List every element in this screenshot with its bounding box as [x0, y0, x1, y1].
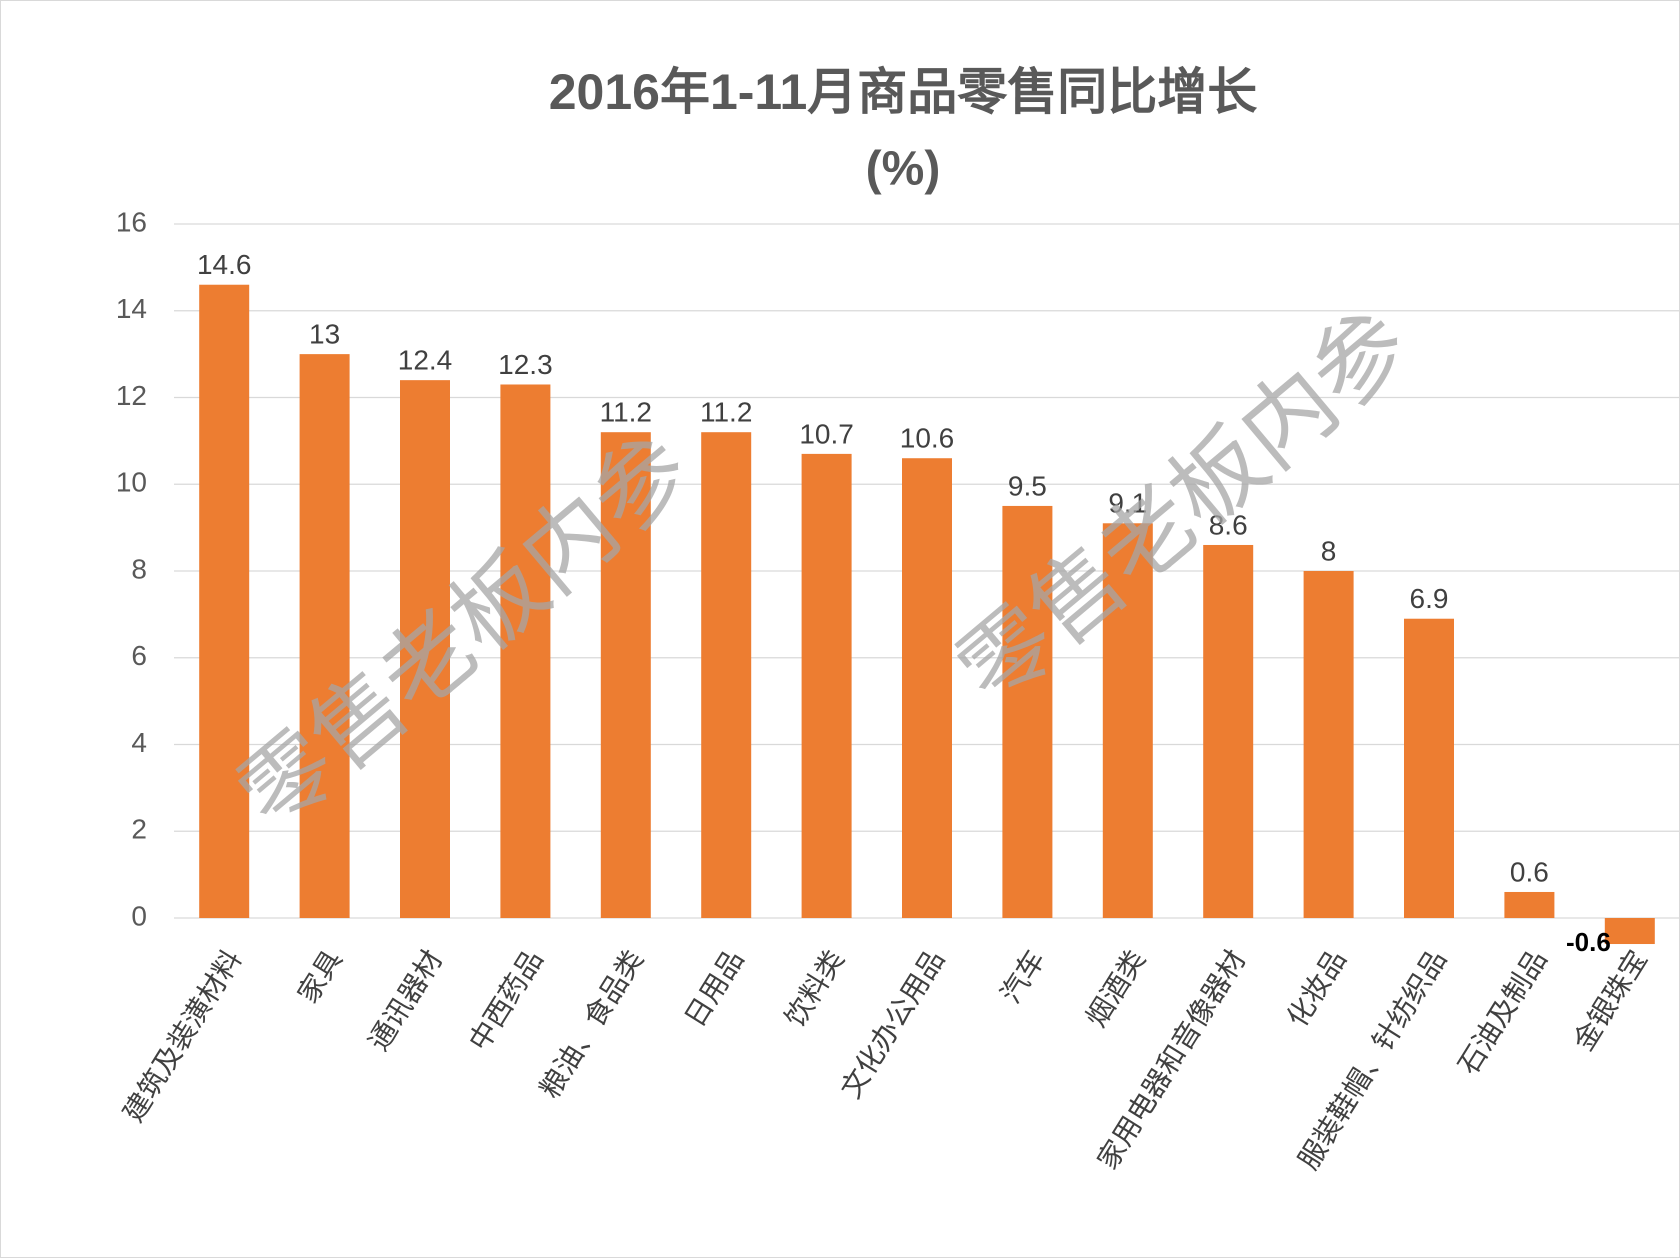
y-tick-label: 16: [116, 206, 147, 237]
data-label: 10.7: [799, 418, 854, 449]
bar: [1504, 891, 1555, 918]
data-label: 10.6: [900, 423, 955, 454]
y-tick-label: 12: [116, 380, 147, 411]
data-label: 12.4: [398, 345, 453, 376]
y-tick-label: 10: [116, 467, 147, 498]
y-tick-label: 4: [131, 727, 147, 758]
y-tick-label: 0: [131, 900, 147, 931]
bar: [1203, 544, 1254, 918]
data-label: 13: [309, 319, 340, 350]
data-label: 8: [1321, 535, 1337, 566]
y-tick-label: 2: [131, 814, 147, 845]
bar: [299, 354, 350, 918]
bar: [1404, 618, 1454, 918]
data-label: 11.2: [700, 397, 752, 428]
data-label: 6.9: [1410, 583, 1449, 614]
data-label: 8.6: [1209, 509, 1248, 540]
bar: [902, 458, 952, 918]
bar: [400, 380, 450, 918]
data-label: 0.6: [1510, 856, 1549, 887]
chart-subtitle: (%): [866, 143, 941, 196]
bar: [701, 432, 752, 918]
data-label: -0.6: [1566, 927, 1611, 957]
bar: [600, 432, 651, 918]
data-label: 9.5: [1008, 470, 1047, 501]
y-tick-label: 14: [116, 293, 147, 324]
bar: [801, 453, 852, 918]
bar: [1002, 505, 1053, 918]
bar: [1102, 523, 1153, 918]
data-label: 14.6: [197, 249, 252, 280]
data-label: 9.1: [1108, 488, 1147, 519]
chart-title: 2016年1-11月商品零售同比增长: [549, 64, 1258, 120]
bar: [1604, 918, 1655, 945]
data-label: 11.2: [600, 397, 652, 428]
y-tick-label: 6: [131, 640, 147, 671]
bar: [199, 284, 250, 919]
bar: [500, 384, 551, 918]
bar: [1303, 571, 1354, 918]
y-tick-label: 8: [131, 553, 147, 584]
data-label: 12.3: [498, 349, 553, 380]
